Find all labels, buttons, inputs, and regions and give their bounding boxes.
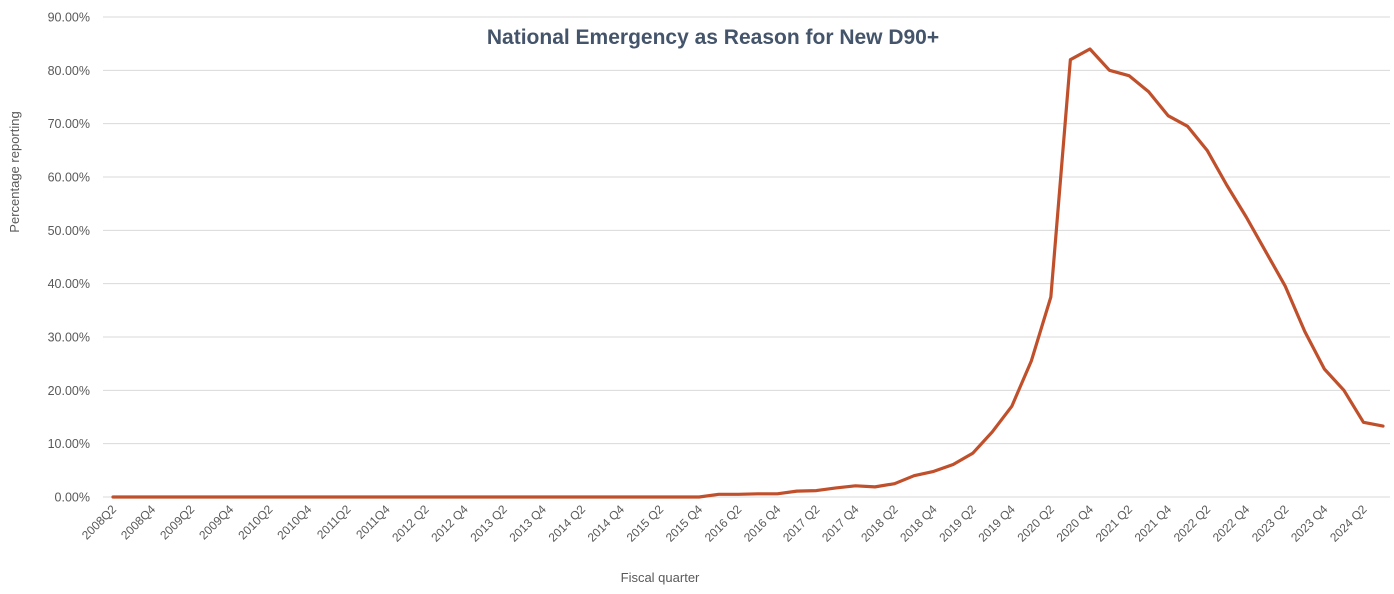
y-tick-label: 50.00% [48,224,90,238]
y-tick-label: 20.00% [48,384,90,398]
y-tick-label: 70.00% [48,117,90,131]
x-tick-label: 2010Q4 [274,502,314,542]
x-tick-label: 2011Q2 [314,502,354,542]
y-tick-label: 60.00% [48,171,90,185]
x-tick-label: 2023 Q2 [1249,502,1292,545]
y-axis-title: Percentage reporting [7,111,22,232]
x-tick-label: 2013 Q4 [507,502,550,545]
x-tick-label: 2014 Q2 [546,502,589,545]
x-tick-label: 2010Q2 [235,502,275,542]
x-tick-label: 2022 Q2 [1171,502,1214,545]
x-tick-label: 2009Q4 [196,502,236,542]
x-tick-label: 2021 Q2 [1093,502,1136,545]
series-lines [111,47,1385,499]
x-axis-title: Fiscal quarter [621,570,700,585]
x-tick-label: 2021 Q4 [1132,502,1175,545]
y-tick-label: 90.00% [48,11,90,25]
x-tick-label: 2018 Q2 [858,502,901,545]
y-tick-label: 0.00% [55,491,90,505]
y-tick-labels: 0.00% 10.00% 20.00% 30.00% 40.00% 50.00% 60.00… [48,11,90,505]
x-tick-label: 2014 Q4 [585,502,628,545]
x-tick-label: 2017 Q4 [819,502,862,545]
x-tick-label: 2023 Q4 [1288,502,1331,545]
series-line [111,47,1385,499]
x-tick-label: 2008Q4 [118,502,158,542]
x-tick-label: 2019 Q4 [975,502,1018,545]
x-tick-label: 2022 Q4 [1210,502,1253,545]
x-tick-label: 2016 Q2 [702,502,745,545]
y-tick-label: 10.00% [48,437,90,451]
x-tick-label: 2016 Q4 [741,502,784,545]
x-tick-label: 2013 Q2 [467,502,510,545]
x-tick-label: 2024 Q2 [1327,502,1370,545]
x-tick-label: 2020 Q4 [1054,502,1097,545]
x-tick-label: 2017 Q2 [780,502,823,545]
chart-title: National Emergency as Reason for New D90… [487,26,939,49]
x-tick-label: 2012 Q4 [428,502,471,545]
x-tick-label: 2011Q4 [353,502,393,542]
x-tick-label: 2015 Q4 [663,502,706,545]
y-tick-label: 30.00% [48,331,90,345]
x-tick-label: 2020 Q2 [1015,502,1058,545]
x-tick-label: 2019 Q2 [936,502,979,545]
x-tick-label: 2009Q2 [157,502,197,542]
gridlines [103,16,1390,498]
y-tick-label: 80.00% [48,64,90,78]
x-tick-label: 2008Q2 [79,502,119,542]
y-tick-label: 40.00% [48,277,90,291]
x-tick-label: 2018 Q4 [897,502,940,545]
x-tick-label: 2015 Q2 [624,502,667,545]
x-tick-label: 2012 Q2 [389,502,432,545]
